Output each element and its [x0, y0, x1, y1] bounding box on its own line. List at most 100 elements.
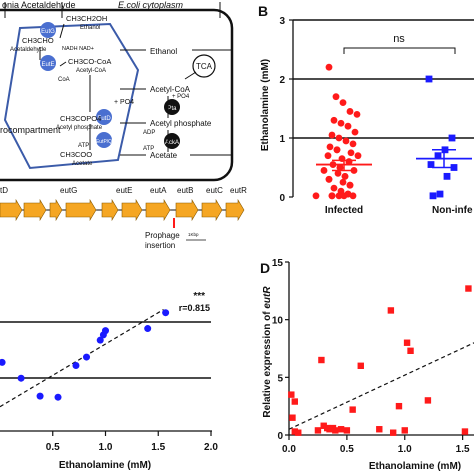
c-point — [72, 362, 80, 370]
svg-text:Pta: Pta — [167, 106, 177, 112]
scale-label: 1Kbp — [188, 232, 199, 237]
c-point — [144, 325, 152, 333]
c-x-axis-label: Ethanolamine (mM) — [59, 460, 151, 471]
cell-boundary — [0, 8, 234, 182]
b-point-infected — [333, 146, 341, 154]
b-point-infected — [335, 134, 343, 142]
svg-text:AckA: AckA — [165, 140, 179, 146]
metabolite-acetylp-name: Acetyl phosphate — [56, 125, 103, 131]
c-x-ticks: 0.5 1.0 1.5 2.0 — [46, 431, 218, 453]
d-point — [403, 339, 411, 346]
b-point-infected — [328, 192, 336, 200]
d-point — [357, 362, 364, 369]
gene-arrow — [175, 198, 199, 222]
b-point-infected — [342, 137, 350, 145]
b-y-tick-label: 3 — [279, 16, 285, 27]
gene-arrow — [23, 198, 47, 222]
cofactor-atp: ATP — [78, 143, 89, 149]
b-point-infected — [334, 170, 342, 177]
b-category-noninfected: Non-infe — [432, 205, 473, 216]
c-r-value: r=0.815 — [179, 303, 210, 313]
b-y-tick-label: 1 — [279, 134, 285, 145]
b-point-noninfected — [425, 75, 433, 83]
b-y-tick-label: 2 — [279, 75, 285, 86]
d-trendline — [288, 342, 474, 430]
gene-label-eutg: eutG — [60, 186, 77, 195]
gene-arrow — [145, 198, 171, 222]
c-point — [54, 393, 62, 401]
b-y-tick-label: 0 — [279, 193, 285, 204]
d-x-tick-label: 0.0 — [282, 444, 296, 455]
c-point — [0, 358, 6, 366]
c-x-tick-label: 1.0 — [99, 442, 113, 453]
metabolite-acetylcoa-out: Acetyl-CoA — [150, 85, 191, 94]
d-point — [318, 356, 325, 364]
gene-arrow — [225, 198, 245, 222]
svg-text:EutE: EutE — [41, 62, 54, 68]
cofactor-nadh: NADH NAD+ — [62, 46, 94, 52]
metabolite-ethanol-inner: CH3CH2OH — [66, 14, 107, 23]
b-point-infected — [330, 184, 338, 192]
b-point-infected — [336, 164, 344, 171]
d-point — [288, 391, 295, 398]
gene-label-eutd: tD — [0, 186, 8, 195]
b-point-infected — [344, 122, 352, 130]
b-significance-bracket — [343, 47, 456, 54]
gene-arrow — [65, 198, 97, 222]
phosphate-out: + PO4 — [172, 94, 190, 100]
d-point — [376, 426, 383, 433]
metabolite-ethanol-out: Ethanol — [150, 47, 177, 56]
b-point-infected — [340, 192, 348, 200]
metabolite-acetate-out: Acetate — [150, 151, 178, 160]
enzyme-eutd: EutD — [96, 109, 112, 125]
d-y-tick-label: 10 — [272, 316, 284, 327]
b-point-infected — [341, 172, 349, 180]
d-point — [291, 428, 298, 435]
d-ticks: 0 5 10 15 0.0 0.5 1.0 1.5 — [272, 258, 470, 455]
gene-label-euta: eutA — [150, 186, 167, 195]
b-point-noninfected — [436, 190, 444, 198]
d-x-tick-label: 1.0 — [398, 444, 412, 455]
b-point-infected — [339, 178, 347, 186]
svg-text:EutD: EutD — [97, 116, 111, 122]
gene-arrow — [0, 198, 23, 222]
d-x-axis-label: Ethanolamine (mM) — [369, 461, 461, 472]
d-point — [465, 285, 472, 292]
svg-text:EutG: EutG — [41, 29, 55, 35]
d-point — [387, 307, 395, 314]
gene-label-eute: eutE — [116, 186, 132, 195]
svg-text:EutP/Q: EutP/Q — [96, 139, 112, 145]
b-points — [312, 63, 458, 200]
d-point — [337, 426, 345, 433]
metabolite-acetylp-out: Acetyl phosphate — [150, 119, 212, 128]
b-point-noninfected — [427, 161, 435, 168]
c-trendline — [0, 309, 164, 408]
b-category-infected: Infected — [325, 205, 363, 216]
gene-label-eutb: eutB — [177, 186, 193, 195]
enzyme-eute: EutE — [40, 55, 56, 71]
c-x-tick-label: 0.5 — [46, 442, 60, 453]
d-point — [407, 347, 414, 355]
b-point-infected — [353, 111, 361, 118]
c-grid — [0, 321, 211, 379]
d-point — [326, 426, 333, 433]
b-point-infected — [349, 192, 357, 200]
b-point-infected — [354, 152, 362, 160]
b-point-infected — [324, 152, 332, 160]
panel-b: B Ethanolamine (mM) 0 1 2 3 ns Infected Non… — [258, 3, 474, 216]
enzyme-pta: Pta — [164, 99, 180, 115]
gene-label-eutr: eutR — [230, 186, 247, 195]
b-point-infected — [326, 143, 334, 151]
b-point-infected — [325, 63, 333, 71]
phosphate-inner: + PO4 — [114, 99, 134, 106]
c-x-tick-label: 1.5 — [151, 442, 165, 453]
c-point — [36, 392, 44, 400]
microcompartment-shell — [3, 22, 140, 170]
b-point-infected — [332, 93, 340, 101]
b-point-infected — [346, 108, 354, 115]
c-x-tick-label: 2.0 — [204, 442, 218, 453]
b-point-infected — [330, 116, 338, 124]
cofactor-atp-out: ATP — [143, 146, 154, 152]
b-point-noninfected — [434, 152, 442, 160]
